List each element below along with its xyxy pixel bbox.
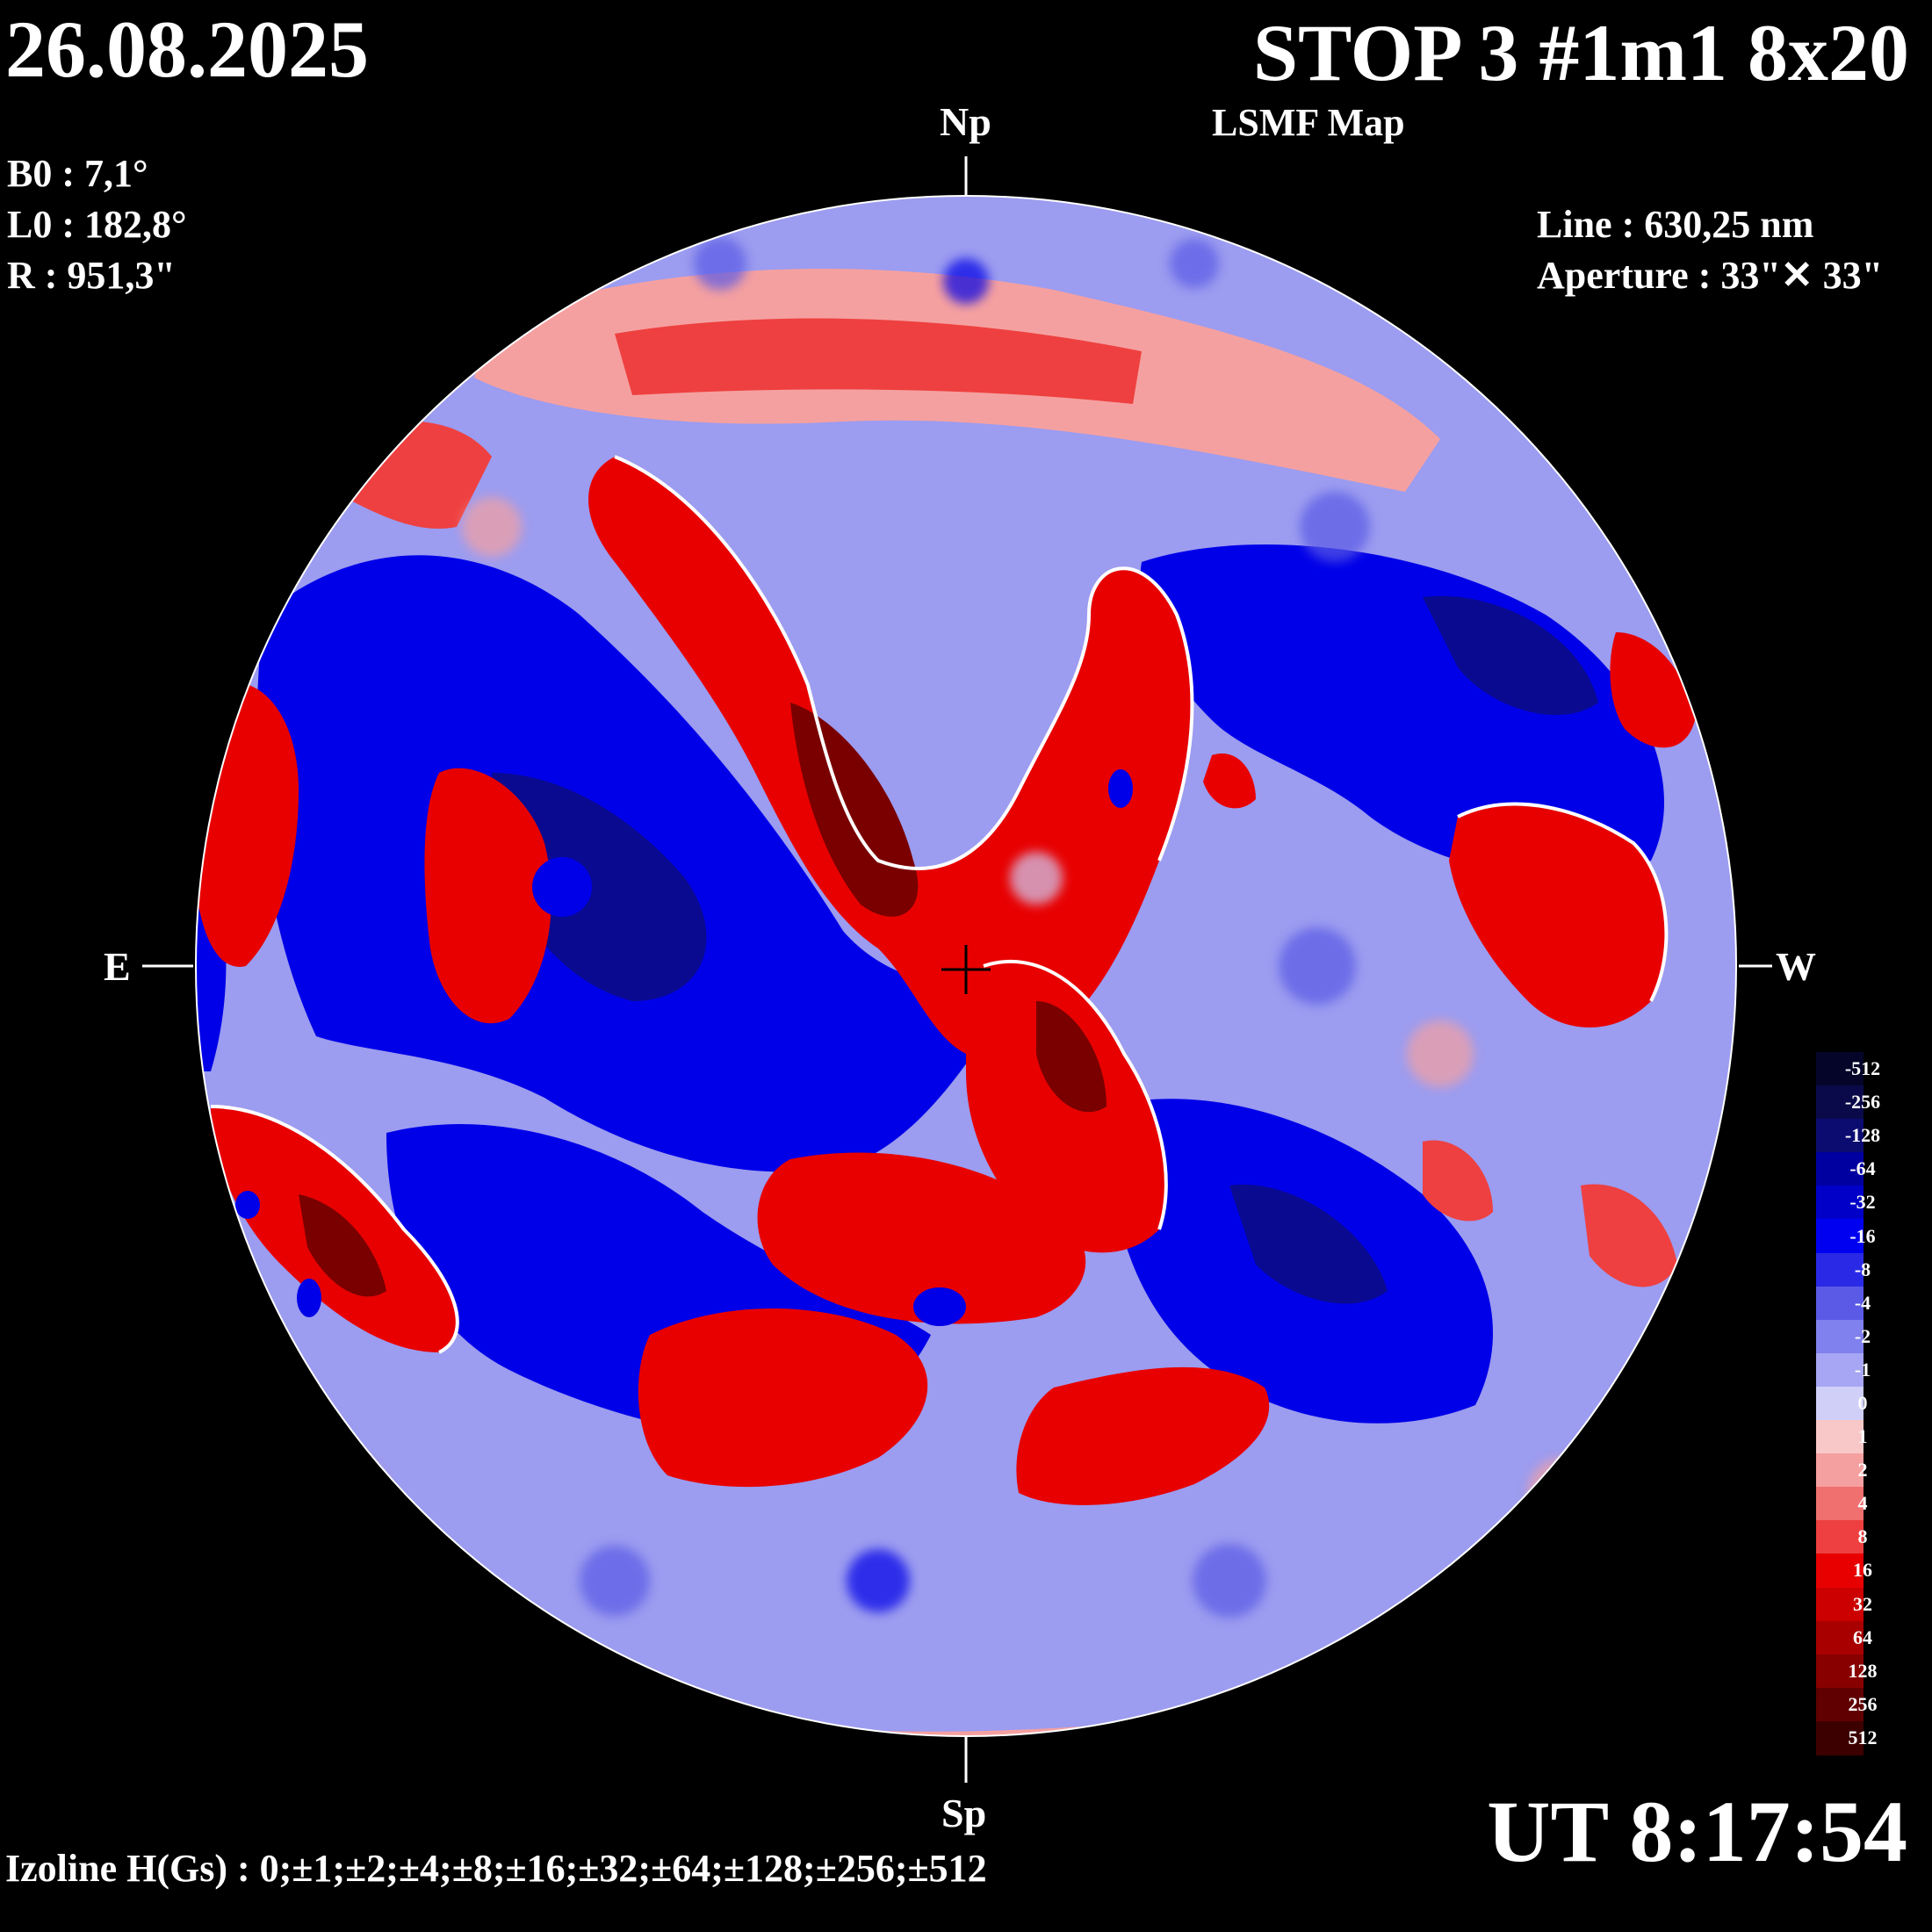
colorbar-swatch [1816, 1420, 1864, 1455]
colorbar-swatch [1816, 1085, 1864, 1121]
colorbar-swatch [1816, 1386, 1864, 1422]
colorbar-label: 512 [1848, 1726, 1878, 1748]
colorbar-label: 1 [1857, 1425, 1868, 1448]
colorbar-label: -128 [1844, 1124, 1881, 1147]
west-label: W [1776, 944, 1816, 989]
colorbar-label: 4 [1857, 1492, 1868, 1515]
colorbar-swatch [1816, 1052, 1864, 1087]
colorbar-swatch [1816, 1620, 1864, 1655]
colorbar-swatch [1816, 1219, 1864, 1254]
colorbar [1816, 1052, 1864, 1755]
param-radius: R : 951,3" [7, 254, 176, 297]
colorbar-label: -1 [1854, 1358, 1871, 1381]
east-label: E [104, 944, 131, 989]
colorbar-label: 32 [1853, 1592, 1872, 1615]
colorbar-label: -8 [1854, 1258, 1871, 1280]
magnetic-field-contours [196, 196, 1736, 1736]
colorbar-swatch [1816, 1186, 1864, 1221]
colorbar-swatch [1816, 1152, 1864, 1187]
colorbar-label: -32 [1849, 1191, 1876, 1214]
izoline-levels: Izoline H(Gs) : 0;±1;±2;±4;±8;±16;±32;±6… [5, 1847, 987, 1890]
map-subtitle: LSMF Map [1212, 101, 1405, 144]
colorbar-swatch [1816, 1453, 1864, 1489]
zero-izolines [210, 455, 1669, 1354]
colorbar-label: 0 [1857, 1392, 1868, 1414]
map-title: STOP 3 #1m1 8x20 [1252, 8, 1909, 97]
param-line: Line : 630,25 nm [1537, 203, 1814, 246]
colorbar-label: -512 [1844, 1057, 1881, 1080]
south-pole-label: Sp [941, 1791, 987, 1835]
colorbar-swatch [1816, 1587, 1864, 1622]
colorbar-label: -256 [1844, 1091, 1881, 1114]
colorbar-label: 2 [1857, 1459, 1868, 1481]
colorbar-label: -2 [1854, 1324, 1871, 1347]
colorbar-swatch [1816, 1252, 1864, 1287]
observation-time: UT 8:17:54 [1487, 1783, 1907, 1880]
colorbar-label: 64 [1853, 1626, 1872, 1648]
colorbar-swatch [1816, 1487, 1864, 1522]
observation-date: 26.08.2025 [5, 4, 369, 94]
colorbar-swatch [1816, 1286, 1864, 1321]
colorbar-label: -64 [1849, 1157, 1876, 1180]
colorbar-swatch [1816, 1654, 1864, 1689]
colorbar-label: -4 [1854, 1291, 1871, 1314]
colorbar-label: -16 [1849, 1224, 1876, 1247]
param-aperture: Aperture : 33"✕ 33" [1537, 254, 1884, 297]
colorbar-swatch [1816, 1720, 1864, 1755]
north-pole-label: Np [940, 99, 991, 144]
disk-limb [195, 195, 1737, 1737]
colorbar-label: 16 [1853, 1559, 1872, 1582]
colorbar-label: 256 [1848, 1692, 1878, 1715]
param-b0: B0 : 7,1° [7, 152, 148, 195]
colorbar-swatch [1816, 1319, 1864, 1354]
colorbar-label: 8 [1857, 1525, 1868, 1548]
param-l0: L0 : 182,8° [7, 203, 187, 246]
colorbar-swatch [1816, 1352, 1864, 1388]
colorbar-swatch [1816, 1554, 1864, 1589]
colorbar-swatch [1816, 1520, 1864, 1555]
colorbar-swatch [1816, 1687, 1864, 1722]
colorbar-swatch [1816, 1119, 1864, 1154]
colorbar-label: 128 [1848, 1659, 1878, 1682]
